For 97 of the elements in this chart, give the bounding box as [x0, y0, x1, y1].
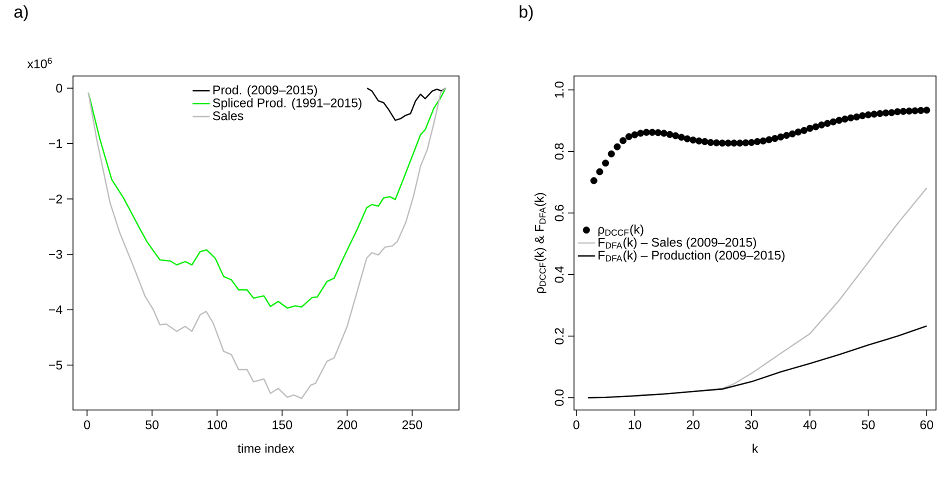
point [602, 160, 610, 167]
point [684, 135, 691, 142]
point [788, 130, 796, 138]
x-tick-label: 250 [402, 420, 422, 430]
x-tick-label: 50 [862, 420, 875, 430]
point [783, 132, 790, 139]
point [718, 140, 726, 147]
point [736, 140, 744, 147]
x-tick-label: 20 [686, 420, 700, 430]
point [724, 140, 732, 147]
point [690, 136, 697, 144]
point [824, 120, 831, 127]
y-tick-label: 0.8 [554, 143, 564, 160]
y-axis-title: ρ$_{DCCF}$(k) & F$_{DFA}$(k) [534, 193, 546, 293]
point [730, 140, 738, 147]
point [906, 108, 913, 115]
legend-label: F$_{DFA}$(k) – Production (2009–2015) [598, 250, 785, 262]
point [864, 111, 872, 118]
y-tick-label: −5 [48, 360, 62, 370]
point [637, 130, 644, 137]
point [771, 134, 778, 142]
point [742, 139, 750, 146]
chart-title: a) [14, 5, 28, 22]
point [794, 128, 802, 136]
point [858, 112, 866, 120]
legend-label: Spliced Prod. (1991–2015) [212, 98, 362, 110]
point [596, 168, 604, 176]
point [853, 113, 860, 120]
line-series [366, 88, 446, 121]
y-tick-label: 0.4 [554, 266, 564, 283]
point [760, 137, 767, 144]
x-axis-title: time index [238, 444, 294, 453]
point [777, 133, 784, 140]
point [911, 107, 918, 114]
point [894, 108, 901, 116]
point [712, 139, 720, 146]
point [830, 118, 837, 126]
point [620, 137, 627, 144]
point [876, 110, 884, 118]
x-tick-label: 100 [208, 420, 228, 430]
point [695, 137, 702, 144]
point [870, 110, 878, 118]
legend-label: ρ$_{DCCF}$(k) [598, 224, 644, 236]
point [806, 124, 814, 132]
point [847, 114, 854, 122]
point [654, 129, 662, 136]
point [917, 106, 924, 114]
x-tick-label: 10 [628, 420, 642, 430]
point [608, 150, 615, 158]
point [614, 143, 621, 150]
point [900, 108, 907, 115]
legend-label: F$_{DFA}$(k) – Sales (2009–2015) [598, 238, 756, 250]
x-tick-label: 40 [803, 420, 816, 430]
point [701, 138, 708, 146]
point [660, 130, 668, 137]
x-tick-label: 30 [745, 420, 758, 430]
y-tick-label: −1 [48, 139, 62, 148]
chart-title: b) [520, 5, 533, 22]
point [882, 109, 890, 116]
point [707, 138, 714, 146]
point [841, 116, 848, 123]
y-tick-label: 1.0 [554, 82, 564, 98]
y-tick-label: 0.0 [554, 389, 564, 406]
y-tick-label: 0.2 [554, 328, 564, 344]
point [666, 130, 674, 138]
x-tick-label: 0 [573, 420, 580, 430]
legend-label: Sales [212, 111, 244, 120]
y-tick-label: 0 [56, 84, 62, 93]
line-series [587, 325, 928, 398]
point [818, 121, 826, 128]
point [812, 123, 820, 130]
x-axis-title: k [752, 444, 758, 453]
y-tick-label: −2 [48, 194, 62, 204]
point [648, 128, 656, 136]
point [923, 106, 930, 114]
y-tick-label: −4 [48, 305, 62, 314]
point [590, 177, 598, 184]
x-tick-label: 200 [337, 420, 358, 430]
x-tick-label: 150 [272, 420, 292, 430]
legend-label: Prod. (2009–2015) [213, 85, 317, 97]
point [748, 138, 756, 146]
x-tick-label: 60 [920, 420, 934, 430]
point [836, 116, 843, 124]
point [766, 136, 773, 144]
text: x10$^{6}$ [27, 58, 52, 68]
y-tick-label: 0.6 [554, 204, 564, 222]
point [754, 138, 761, 146]
point [888, 109, 896, 116]
point [631, 131, 638, 138]
point [800, 126, 808, 134]
point [678, 134, 685, 141]
x-tick-label: 0 [84, 420, 90, 430]
point [625, 133, 632, 140]
point [642, 128, 650, 136]
y-tick-label: −3 [48, 250, 62, 259]
point [672, 132, 680, 140]
x-tick-label: 50 [146, 420, 159, 430]
